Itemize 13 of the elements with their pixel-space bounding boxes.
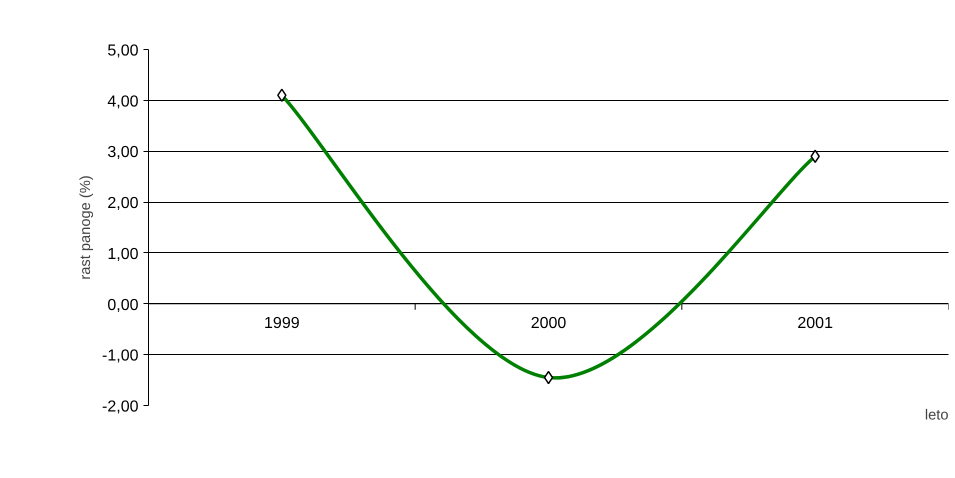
y-tick-label: 1,00 [107,246,139,263]
x-axis-title: leto [924,408,949,424]
x-tick-label: 2000 [530,314,566,332]
y-tick-label: 4,00 [107,93,139,110]
x-tick-label: 2001 [797,314,834,332]
y-tick-label: 0,00 [107,296,139,314]
y-tick-label: 3,00 [107,144,139,162]
y-tick-label: 5,00 [107,42,139,60]
y-axis-title: rast panoge (%) [78,175,94,280]
y-tick-label: -2,00 [102,398,139,416]
x-tick-label: 1999 [264,314,300,332]
y-tick-label: -1,00 [102,348,139,365]
y-tick-label: 2,00 [107,195,139,212]
